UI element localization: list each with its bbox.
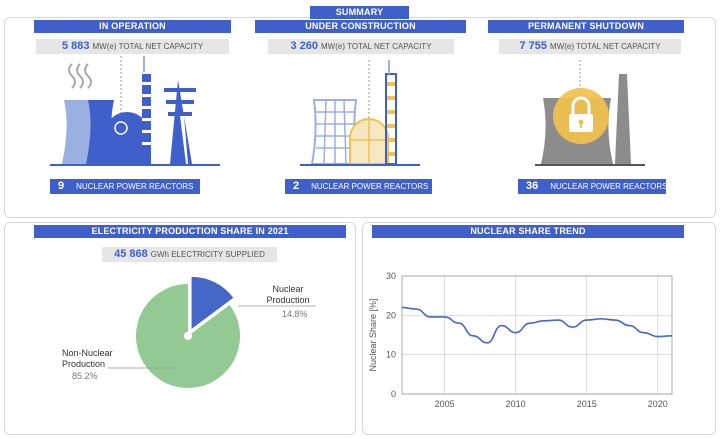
non-nuclear-label-line2: Production xyxy=(62,359,106,369)
y-tick-label: 30 xyxy=(386,271,396,281)
electricity-header: ELECTRICITY PRODUCTION SHARE IN 2021 xyxy=(34,225,346,238)
under-construction-capacity: 3 260 MW(e) TOTAL NET CAPACITY xyxy=(268,39,454,54)
operating-plant-icon xyxy=(50,56,220,166)
non-nuclear-percent: 85.2% xyxy=(72,371,98,381)
reactors-value: 36 xyxy=(526,180,539,192)
pie-center-dot xyxy=(184,332,192,340)
nuclear-percent: 14.8% xyxy=(282,309,308,319)
electricity-panel xyxy=(4,222,356,435)
under-construction-header: UNDER CONSTRUCTION xyxy=(255,20,466,33)
non-nuclear-label-line1: Non-Nuclear xyxy=(62,348,113,358)
x-tick-label: 2010 xyxy=(506,399,526,409)
capacity-label: MW(e) TOTAL NET CAPACITY xyxy=(550,42,661,51)
reactors-value: 9 xyxy=(58,180,65,192)
reactors-label: NUCLEAR POWER REACTORS xyxy=(550,182,668,191)
supplied-label: GWh ELECTRICITY SUPPLIED xyxy=(150,250,265,259)
in-operation-reactors: 9 NUCLEAR POWER REACTORS xyxy=(50,179,200,194)
x-tick-label: 2015 xyxy=(577,399,597,409)
construction-plant-icon xyxy=(300,60,420,166)
capacity-value: 3 260 xyxy=(290,40,318,52)
x-tick-label: 2020 xyxy=(648,399,668,409)
y-axis-label: Nuclear Share [%] xyxy=(368,298,378,371)
y-tick-label: 0 xyxy=(391,389,396,399)
trend-panel xyxy=(362,222,716,435)
permanent-shutdown-header: PERMANENT SHUTDOWN xyxy=(488,20,684,33)
permanent-shutdown-reactors: 36 NUCLEAR POWER REACTORS xyxy=(518,179,668,194)
electricity-supplied: 45 868 GWh ELECTRICITY SUPPLIED xyxy=(102,247,277,262)
reactors-label: NUCLEAR POWER REACTORS xyxy=(311,182,429,191)
reactors-value: 2 xyxy=(293,180,300,192)
electricity-pie-chart xyxy=(136,276,240,388)
plot-border xyxy=(401,275,673,395)
y-tick-label: 10 xyxy=(386,350,396,360)
permanent-shutdown-capacity: 7 755 MW(e) TOTAL NET CAPACITY xyxy=(499,39,681,54)
non-nuclear-label: Non-Nuclear Production xyxy=(62,348,113,370)
capacity-label: MW(e) TOTAL NET CAPACITY xyxy=(321,42,432,51)
summary-header: SUMMARY xyxy=(310,6,409,19)
capacity-value: 5 883 xyxy=(61,40,90,52)
series-line-nuclear-share xyxy=(401,306,673,344)
nuclear-label-line1: Nuclear xyxy=(272,284,304,294)
shutdown-plant-icon xyxy=(535,60,645,166)
capacity-value: 7 755 xyxy=(519,40,547,52)
reactors-label: NUCLEAR POWER REACTORS xyxy=(76,182,194,191)
trend-line-chart: 0 10 20 30 2005 2010 2015 2020 Nuclear Share [%] xyxy=(368,271,673,409)
y-tick-label: 20 xyxy=(386,310,396,320)
nuclear-label-line2: Production xyxy=(266,295,310,305)
in-operation-capacity: 5 883 MW(e) TOTAL NET CAPACITY xyxy=(36,39,229,54)
trend-header: NUCLEAR SHARE TREND xyxy=(372,225,684,238)
pie-slice-nuclear xyxy=(191,276,234,329)
capacity-label: MW(e) TOTAL NET CAPACITY xyxy=(92,42,204,51)
nuclear-label: Nuclear Production xyxy=(258,284,318,306)
under-construction-reactors: 2 NUCLEAR POWER REACTORS xyxy=(285,179,432,194)
in-operation-header: IN OPERATION xyxy=(34,20,231,33)
x-tick-label: 2005 xyxy=(435,399,455,409)
supplied-value: 45 868 xyxy=(114,248,148,260)
